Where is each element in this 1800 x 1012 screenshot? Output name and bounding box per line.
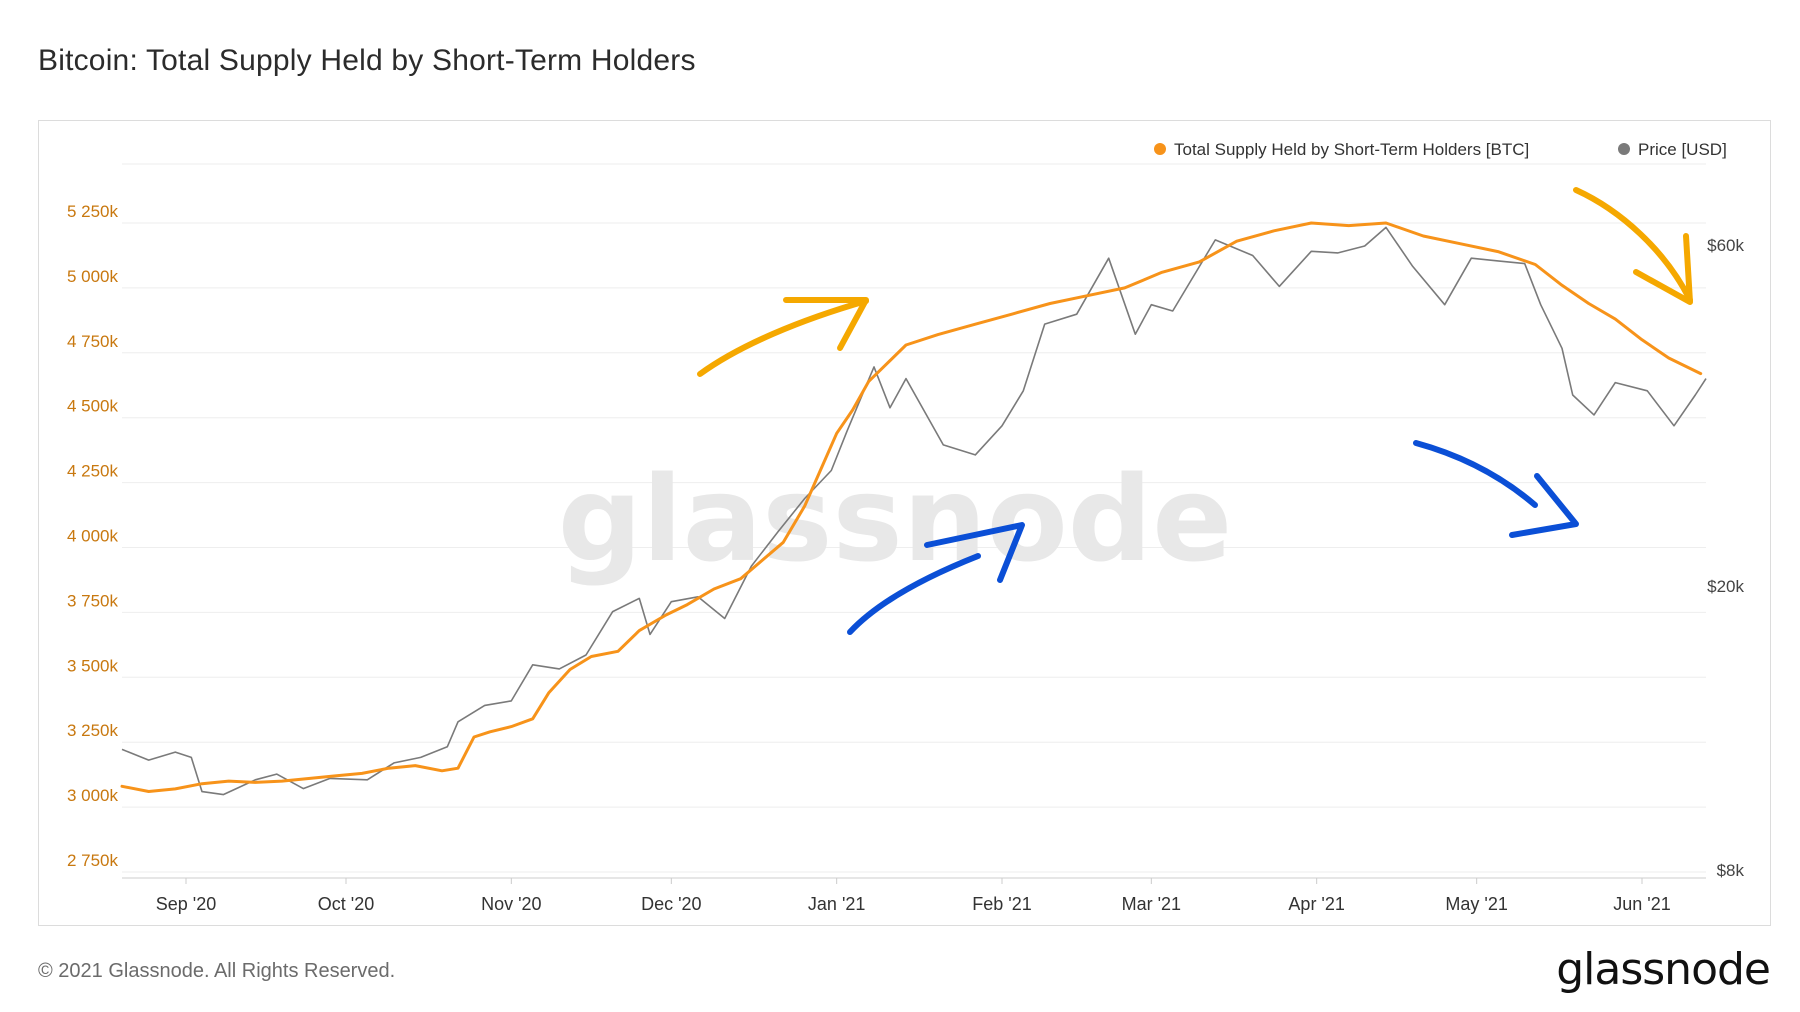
legend[interactable]: Total Supply Held by Short-Term Holders …	[1154, 140, 1727, 159]
x-tick-label: Mar '21	[1122, 894, 1181, 914]
glassnode-logo[interactable]: glassnode	[1556, 944, 1771, 995]
blue-arrow-down-right	[1413, 440, 1538, 508]
blue-arrow-up-right	[847, 553, 981, 635]
glassnode-watermark: glassnode	[558, 450, 1233, 588]
series-layer	[120, 221, 1707, 796]
x-tick-label: Apr '21	[1288, 894, 1344, 914]
left-tick-label: 4 750k	[67, 332, 119, 351]
chart-title: Bitcoin: Total Supply Held by Short-Term…	[38, 44, 696, 77]
legend-label-supply[interactable]: Total Supply Held by Short-Term Holders …	[1174, 140, 1529, 159]
x-tick-label: May '21	[1445, 894, 1507, 914]
right-tick-label: $8k	[1717, 861, 1745, 880]
right-tick-label: $60k	[1707, 236, 1744, 255]
legend-swatch-price	[1618, 143, 1630, 155]
left-axis-ticks: 2 750k 3 000k 3 250k 3 500k 3 750k 4 000k 4 25…	[67, 202, 119, 870]
orange-arrow-up-right-head	[783, 297, 869, 351]
left-tick-label: 5 000k	[67, 267, 119, 286]
footer-copyright: © 2021 Glassnode. All Rights Reserved.	[38, 960, 396, 982]
grid-lines	[122, 163, 1706, 879]
left-tick-label: 5 250k	[67, 202, 119, 221]
left-tick-label: 3 750k	[67, 591, 119, 610]
hand-drawn-annotations	[697, 187, 1693, 635]
left-tick-label: 3 000k	[67, 786, 119, 805]
x-tick-label: Jan '21	[808, 894, 865, 914]
orange-arrow-down-right	[1573, 187, 1693, 303]
right-axis-ticks: $8k $20k $60k	[1707, 236, 1744, 880]
legend-swatch-supply	[1154, 143, 1166, 155]
x-tick-label: Oct '20	[318, 894, 374, 914]
blue-arrow-up-right-head	[924, 522, 1025, 583]
x-tick-label: Nov '20	[481, 894, 541, 914]
left-tick-label: 4 000k	[67, 527, 119, 546]
chart-frame	[38, 120, 1771, 926]
x-tick-label: Dec '20	[641, 894, 701, 914]
right-tick-label: $20k	[1707, 577, 1744, 596]
x-tick-label: Jun '21	[1613, 894, 1670, 914]
legend-label-price[interactable]: Price [USD]	[1638, 140, 1727, 159]
left-tick-label: 3 500k	[67, 656, 119, 675]
left-tick-label: 4 250k	[67, 462, 119, 481]
left-tick-label: 2 750k	[67, 851, 119, 870]
series-line-supply[interactable]	[120, 221, 1703, 793]
left-tick-label: 3 250k	[67, 721, 119, 740]
orange-arrow-up-right	[697, 298, 869, 377]
x-tick-label: Sep '20	[156, 894, 217, 914]
orange-arrow-down-right-head	[1633, 233, 1693, 305]
blue-arrow-down-right-head	[1509, 473, 1579, 538]
x-axis-ticks: Sep '20 Oct '20 Nov '20 Dec '20 Jan '21 Feb '…	[156, 878, 1671, 914]
left-tick-label: 4 500k	[67, 397, 119, 416]
x-tick-label: Feb '21	[972, 894, 1031, 914]
